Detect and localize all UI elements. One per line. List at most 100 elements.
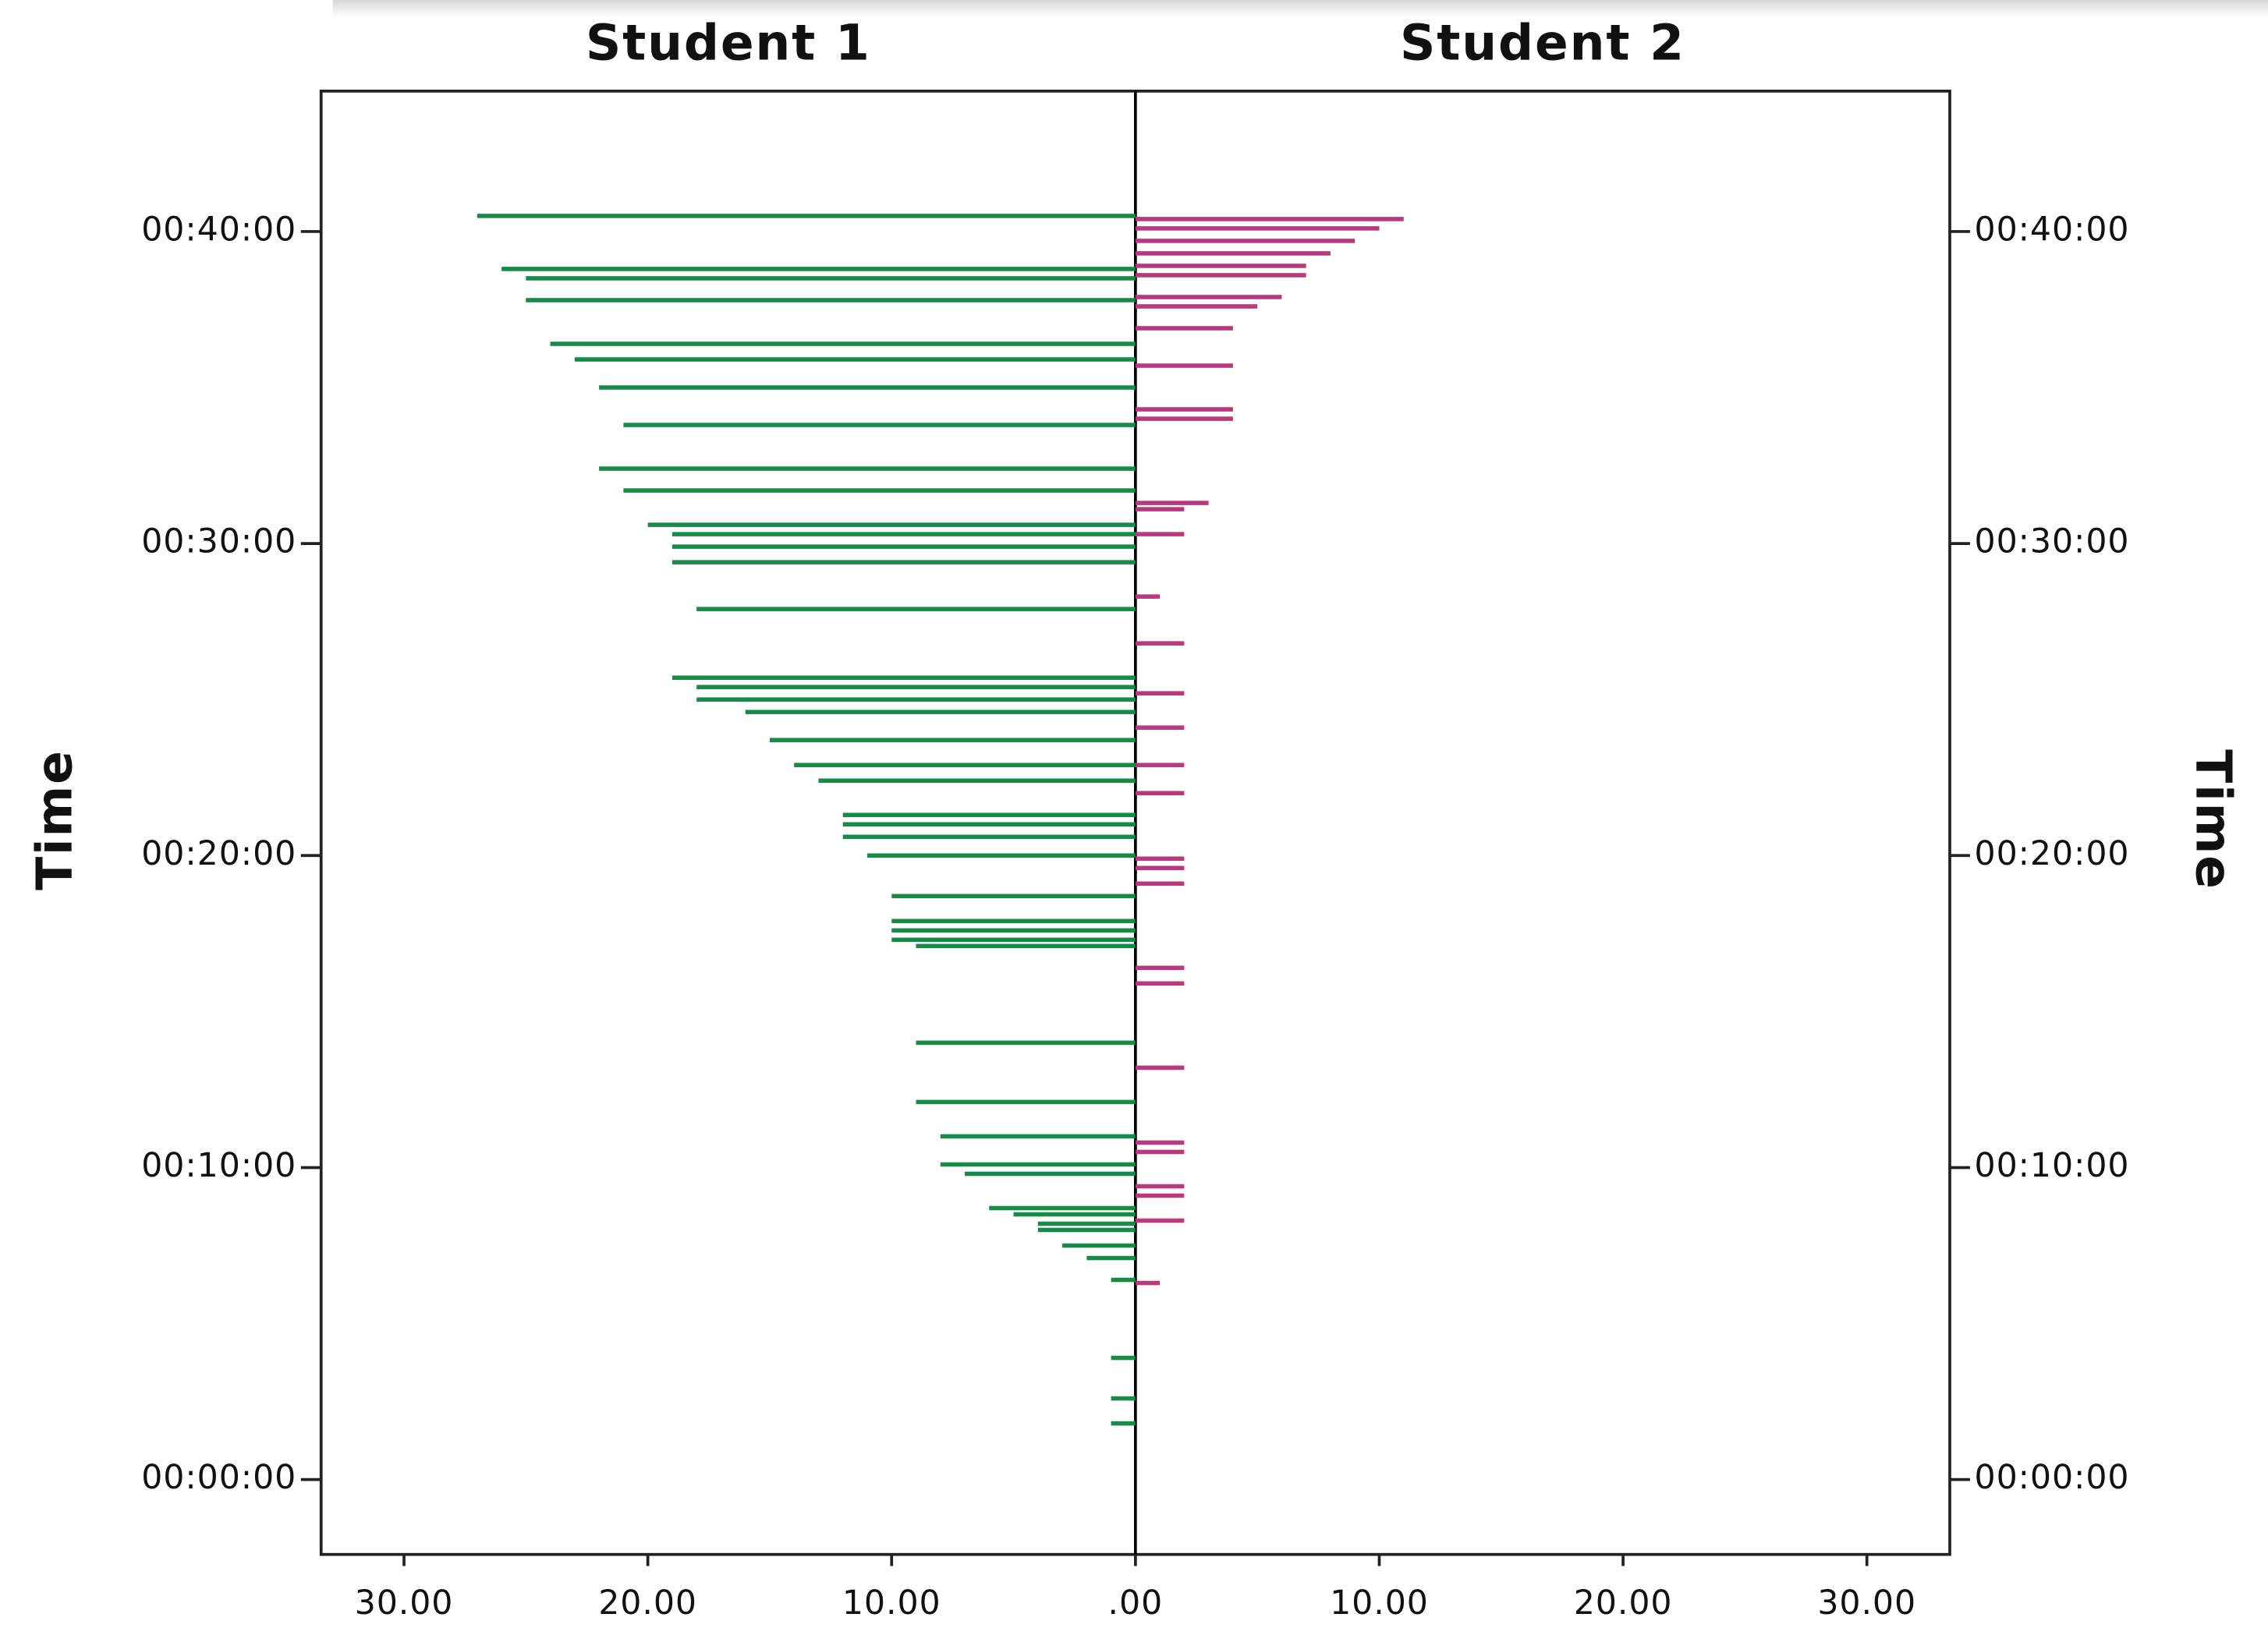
- bar: [842, 822, 1136, 827]
- bar: [1135, 881, 1185, 887]
- bar: [1135, 264, 1306, 268]
- bar: [1135, 226, 1380, 231]
- bar: [916, 1099, 1136, 1105]
- bar: [1135, 295, 1282, 299]
- bar: [623, 488, 1136, 493]
- bar: [1135, 501, 1209, 505]
- bar: [477, 214, 1136, 218]
- bar: [1135, 725, 1185, 730]
- bar: [1135, 251, 1331, 256]
- bar: [672, 675, 1136, 680]
- bar: [1135, 1184, 1185, 1189]
- bar: [1111, 1396, 1136, 1401]
- bar: [916, 943, 1136, 949]
- y-tick-label-right: 00:00:00: [1975, 1458, 2130, 1497]
- x-tick-label: .00: [1108, 1584, 1164, 1623]
- bar: [769, 738, 1136, 743]
- y-tick-label-right: 00:30:00: [1975, 522, 2130, 561]
- bar: [891, 928, 1136, 933]
- bar: [891, 894, 1136, 899]
- y-axis-title-right: Time: [2185, 749, 2243, 890]
- bar: [1135, 326, 1233, 331]
- bar: [1111, 1277, 1136, 1283]
- y-axis-title: Time: [25, 749, 83, 890]
- bar: [1135, 273, 1306, 278]
- bar: [599, 466, 1136, 471]
- bar: [672, 544, 1136, 549]
- window-shadow: [332, 0, 2268, 18]
- bar: [647, 522, 1136, 527]
- bar: [1135, 691, 1185, 695]
- bar: [1135, 407, 1233, 412]
- y-tick-label-right: 00:20:00: [1975, 834, 2130, 873]
- bar: [550, 342, 1136, 346]
- y-tick-label: 00:00:00: [141, 1458, 296, 1497]
- bar: [1135, 1140, 1185, 1145]
- bar: [745, 710, 1136, 714]
- bar: [1135, 791, 1185, 796]
- bar: [696, 607, 1136, 611]
- x-tick-label: 10.00: [1330, 1584, 1429, 1623]
- bar: [891, 937, 1136, 943]
- bar: [1135, 416, 1233, 421]
- bar: [1135, 1218, 1185, 1223]
- bar: [1135, 856, 1185, 862]
- bar: [1013, 1212, 1136, 1217]
- bar: [1086, 1255, 1136, 1261]
- x-tick-label: 30.00: [355, 1584, 454, 1623]
- bar: [1135, 965, 1185, 971]
- bar: [526, 276, 1136, 281]
- y-tick-label: 00:40:00: [141, 210, 296, 249]
- bar: [696, 697, 1136, 702]
- bar: [1135, 363, 1233, 368]
- bar: [940, 1162, 1136, 1167]
- x-tick-label: 10.00: [842, 1584, 941, 1623]
- bar: [842, 834, 1136, 840]
- bar: [1135, 594, 1161, 599]
- bar: [1135, 1149, 1185, 1155]
- bar: [1135, 641, 1185, 646]
- bar: [940, 1134, 1136, 1139]
- bar: [1135, 763, 1185, 768]
- panel-title: Student 1: [586, 13, 871, 71]
- bar: [989, 1205, 1136, 1211]
- bar: [526, 298, 1136, 303]
- bar: [1135, 239, 1355, 243]
- bar: [965, 1171, 1136, 1177]
- y-tick-label-right: 00:10:00: [1975, 1146, 2130, 1185]
- bar: [1135, 1065, 1185, 1071]
- x-tick-label: 20.00: [598, 1584, 697, 1623]
- bar: [1135, 1280, 1161, 1286]
- bar: [1135, 217, 1404, 221]
- x-tick-label: 20.00: [1574, 1584, 1673, 1623]
- bar: [1135, 865, 1185, 871]
- bar: [1135, 532, 1185, 536]
- bar: [1037, 1227, 1136, 1233]
- bar: [672, 560, 1136, 564]
- bar: [599, 385, 1136, 390]
- y-tick-label: 00:20:00: [141, 834, 296, 873]
- y-tick-label: 00:10:00: [141, 1146, 296, 1185]
- bar: [672, 532, 1136, 536]
- x-tick-label: 30.00: [1817, 1584, 1916, 1623]
- bar: [501, 267, 1136, 271]
- bar: [1135, 304, 1258, 309]
- bar: [1111, 1355, 1136, 1361]
- bar: [891, 918, 1136, 924]
- panel-title: Student 2: [1400, 13, 1685, 71]
- bar: [818, 778, 1136, 784]
- bar: [1135, 1193, 1185, 1198]
- bar: [1135, 507, 1185, 511]
- bar: [1062, 1243, 1136, 1248]
- bar: [623, 423, 1136, 427]
- y-tick-label: 00:30:00: [141, 522, 296, 561]
- bar: [696, 685, 1136, 689]
- bar: [1135, 981, 1185, 986]
- y-tick-label-right: 00:40:00: [1975, 210, 2130, 249]
- bar: [866, 853, 1136, 858]
- bar: [574, 357, 1136, 362]
- bar: [842, 812, 1136, 818]
- bar: [1111, 1421, 1136, 1426]
